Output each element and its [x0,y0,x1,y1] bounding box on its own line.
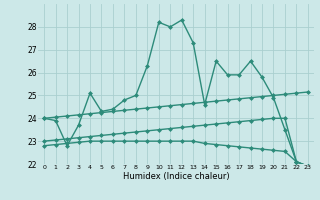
X-axis label: Humidex (Indice chaleur): Humidex (Indice chaleur) [123,172,229,181]
